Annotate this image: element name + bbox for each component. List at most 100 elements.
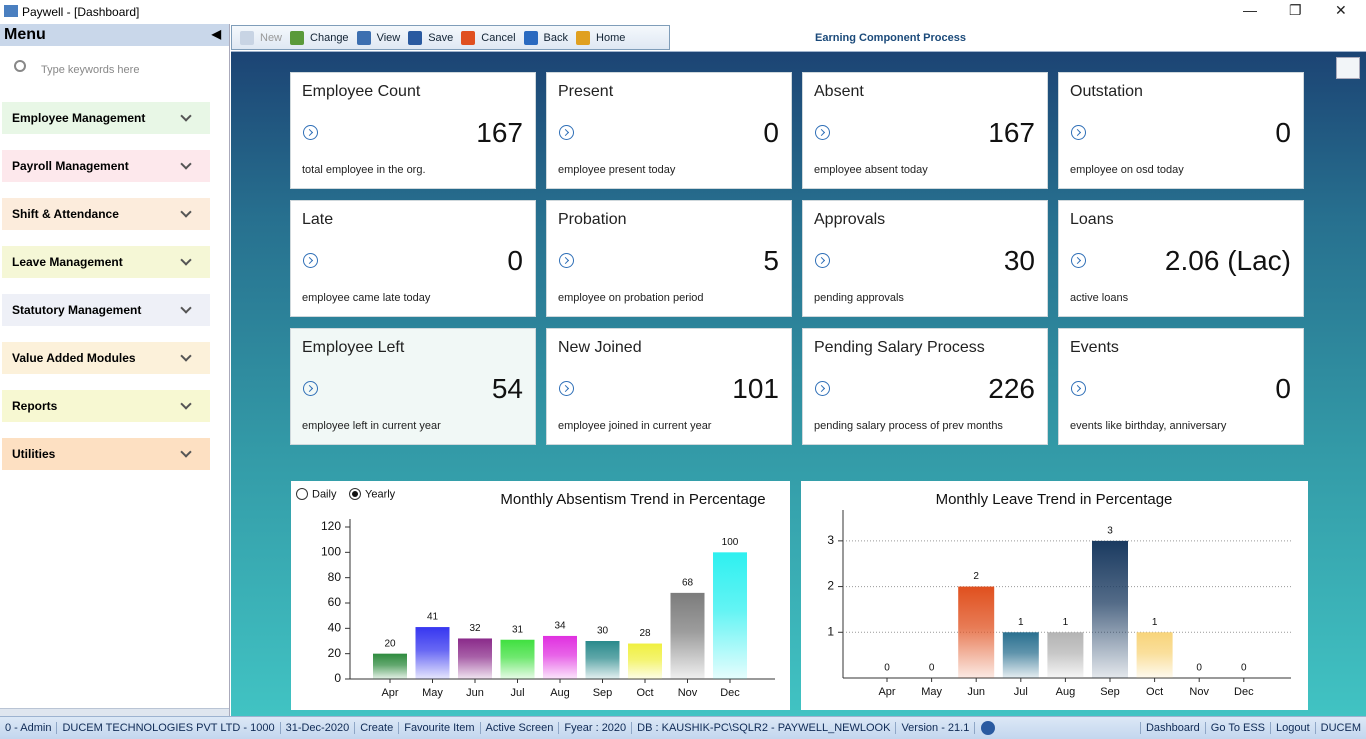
card-title: New Joined [558, 339, 642, 357]
minimize-button[interactable]: — [1243, 2, 1257, 18]
status-item: Fyear : 2020 [559, 722, 632, 734]
toolbar-button[interactable]: Home [576, 31, 625, 45]
menu-item[interactable]: Leave Management [2, 246, 210, 278]
toolbar-button[interactable]: View [357, 31, 401, 45]
x-tick-label: Apr [381, 687, 398, 699]
menu-item[interactable]: Payroll Management [2, 150, 210, 182]
toolbar: NewChangeViewSaveCancelBackHome Earning … [231, 24, 1366, 52]
x-tick-label: Jul [510, 687, 524, 699]
arrow-icon[interactable] [303, 253, 318, 268]
x-tick-label: Aug [1056, 686, 1076, 698]
chart-title: Monthly Leave Trend in Percentage [936, 491, 1173, 508]
button-icon [357, 31, 371, 45]
status-item[interactable]: Active Screen [481, 722, 560, 734]
status-button[interactable]: Dashboard [1140, 722, 1205, 734]
toolbar-buttons: New Change View Save Cancel Back Home [231, 25, 670, 50]
card-caption: employee left in current year [302, 420, 441, 432]
menu-item[interactable]: Value Added Modules [2, 342, 210, 374]
arrow-icon[interactable] [815, 253, 830, 268]
scrollbar[interactable] [0, 708, 229, 716]
card-title: Present [558, 83, 613, 101]
value-label: 0 [1196, 663, 1202, 674]
arrow-icon[interactable] [303, 125, 318, 140]
stat-card[interactable]: Outstation0employee on osd today [1058, 72, 1304, 189]
toolbar-button[interactable]: Cancel [461, 31, 515, 45]
menu-item[interactable]: Shift & Attendance [2, 198, 210, 230]
value-label: 0 [929, 663, 935, 674]
value-label: 20 [384, 638, 396, 649]
stat-card[interactable]: Loans2.06 (Lac)active loans [1058, 200, 1304, 317]
stat-card[interactable]: Employee Left54employee left in current … [290, 328, 536, 445]
chart: Monthly Absentism Trend in PercentageDai… [291, 481, 790, 710]
menu-item[interactable]: Employee Management [2, 102, 210, 134]
value-label: 100 [722, 537, 739, 548]
stat-card[interactable]: New Joined101employee joined in current … [546, 328, 792, 445]
status-right: DashboardGo To ESSLogoutDUCEM [1140, 717, 1366, 739]
arrow-icon[interactable] [1071, 125, 1086, 140]
y-tick-label: 40 [328, 621, 342, 635]
status-button[interactable]: Logout [1270, 722, 1315, 734]
toolbar-button[interactable]: Change [290, 31, 349, 45]
menu-item[interactable]: Reports [2, 390, 210, 422]
card-caption: employee present today [558, 164, 675, 176]
card-title: Probation [558, 211, 627, 229]
menu-item[interactable]: Utilities [2, 438, 210, 470]
x-tick-label: Oct [1146, 686, 1163, 698]
stat-card[interactable]: Absent167employee absent today [802, 72, 1048, 189]
value-label: 2 [973, 571, 979, 582]
value-label: 1 [1018, 617, 1024, 628]
card-title: Pending Salary Process [814, 339, 985, 357]
radio-button[interactable] [297, 489, 308, 500]
arrow-icon[interactable] [1071, 253, 1086, 268]
y-tick-label: 60 [328, 595, 342, 609]
status-button[interactable]: Go To ESS [1205, 722, 1270, 734]
arrow-icon[interactable] [559, 253, 574, 268]
refresh-button[interactable] [1336, 57, 1360, 79]
status-item[interactable]: Create [355, 722, 399, 734]
arrow-icon[interactable] [303, 381, 318, 396]
bar [373, 654, 407, 679]
bar [501, 640, 535, 679]
button-label: Home [596, 32, 625, 44]
arrow-icon[interactable] [559, 125, 574, 140]
stat-card[interactable]: Events0events like birthday, anniversary [1058, 328, 1304, 445]
toolbar-button[interactable]: Save [408, 31, 453, 45]
value-label: 32 [469, 623, 481, 634]
y-tick-label: 120 [321, 519, 341, 533]
card-caption: employee joined in current year [558, 420, 711, 432]
arrow-icon[interactable] [815, 381, 830, 396]
radio-label: Daily [312, 488, 337, 500]
status-button[interactable]: DUCEM [1315, 722, 1366, 734]
stat-card[interactable]: Approvals30pending approvals [802, 200, 1048, 317]
stat-card[interactable]: Probation5employee on probation period [546, 200, 792, 317]
toolbar-button[interactable]: New [240, 31, 282, 45]
stat-card[interactable]: Present0employee present today [546, 72, 792, 189]
y-tick-label: 0 [334, 671, 341, 685]
close-button[interactable]: ✕ [1335, 2, 1347, 19]
maximize-button[interactable]: ❐ [1289, 2, 1302, 19]
card-value: 30 [1004, 245, 1035, 277]
arrow-icon[interactable] [815, 125, 830, 140]
stat-card[interactable]: Late0employee came late today [290, 200, 536, 317]
collapse-button[interactable]: ◀ [212, 27, 221, 41]
status-item[interactable]: Favourite Item [399, 722, 480, 734]
search-box[interactable]: Type keywords here [0, 46, 229, 90]
dashboard: Employee Count167total employee in the o… [231, 52, 1366, 716]
stat-card[interactable]: Pending Salary Process226pending salary … [802, 328, 1048, 445]
value-label: 0 [884, 663, 890, 674]
button-icon [576, 31, 590, 45]
button-icon [461, 31, 475, 45]
stat-card[interactable]: Employee Count167total employee in the o… [290, 72, 536, 189]
arrow-icon[interactable] [559, 381, 574, 396]
menu-item[interactable]: Statutory Management [2, 294, 210, 326]
x-tick-label: Dec [1234, 686, 1254, 698]
chart-panel: Monthly Leave Trend in Percentage1230Apr… [801, 481, 1308, 710]
x-tick-label: Nov [678, 687, 698, 699]
toolbar-button[interactable]: Back [524, 31, 568, 45]
y-tick-label: 3 [827, 533, 834, 547]
x-tick-label: Sep [593, 687, 613, 699]
arrow-icon[interactable] [1071, 381, 1086, 396]
value-label: 0 [1241, 663, 1247, 674]
card-value: 167 [988, 117, 1035, 149]
button-icon [240, 31, 254, 45]
